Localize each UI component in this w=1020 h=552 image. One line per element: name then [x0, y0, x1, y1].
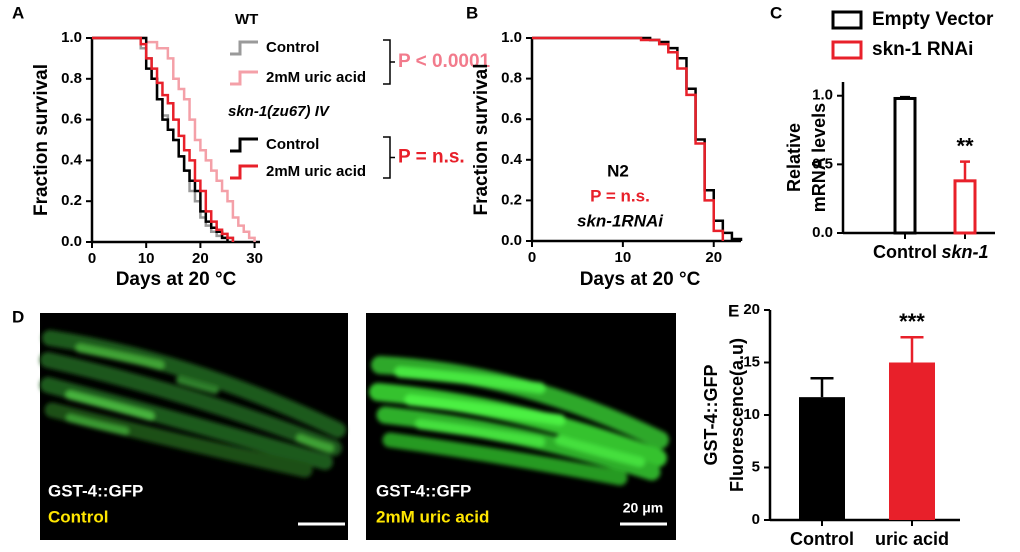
y-tick-label: 0.8 — [501, 70, 522, 87]
panel-label: C — [770, 3, 782, 22]
y-tick-label: 1.0 — [812, 87, 833, 104]
y-tick-label: 0.5 — [812, 155, 833, 172]
legend-swatch — [230, 40, 258, 56]
y-axis-label: Fraction survival — [31, 64, 52, 216]
image-condition: 2mM uric acid — [376, 507, 489, 526]
bar — [799, 397, 845, 520]
significance: ** — [956, 133, 974, 158]
x-tick-label: 0 — [88, 250, 96, 267]
legend-label: Control — [266, 39, 319, 56]
y-tick-label: 0.2 — [61, 192, 82, 209]
error-bar — [810, 377, 834, 398]
y-tick-label: 0.4 — [61, 151, 83, 168]
y-tick-label: 0.0 — [812, 224, 833, 241]
y-axis-label: Relative — [784, 123, 804, 192]
micrograph-uric-acid — [366, 313, 676, 540]
scale-bar-label: 20 μm — [623, 500, 663, 516]
legend-swatch — [230, 164, 258, 180]
series-label: N2 — [607, 161, 629, 180]
legend-swatch — [230, 137, 258, 153]
x-tick-label: 0 — [528, 249, 536, 266]
y-tick-label: 1.0 — [501, 29, 522, 46]
survival-curve — [532, 36, 725, 241]
y-tick-label: 0.0 — [501, 232, 522, 249]
y-tick-label: 0.4 — [501, 151, 523, 168]
panel-label: A — [12, 3, 24, 22]
y-axis-label: Fraction survival — [471, 63, 492, 215]
y-tick-label: 1.0 — [61, 29, 82, 46]
significance: *** — [899, 309, 925, 334]
panel-label: D — [12, 307, 24, 326]
x-tick-label: Control — [790, 529, 854, 549]
y-tick-label: 0 — [752, 511, 760, 528]
y-tick-label: 0.8 — [61, 70, 82, 87]
y-axis-label: GST-4::GFP — [701, 364, 721, 465]
x-axis-label: Days at 20 °C — [116, 269, 237, 290]
micrograph-control — [40, 313, 348, 540]
x-tick-label: uric acid — [875, 529, 949, 549]
panel-label: E — [728, 301, 739, 320]
y-axis-label: mRNA levels — [809, 103, 829, 212]
legend-swatch — [230, 70, 258, 86]
bar — [889, 362, 935, 520]
bar — [893, 96, 917, 235]
legend-label: 2mM uric acid — [266, 163, 366, 180]
survival-curve — [92, 36, 256, 242]
error-bar — [900, 336, 924, 363]
y-tick-label: 0.6 — [61, 111, 82, 128]
legend-label: Control — [266, 136, 319, 153]
y-tick-label: 0.0 — [61, 233, 82, 250]
survival-curve — [92, 36, 235, 242]
y-tick-label: 20 — [743, 301, 760, 318]
bar — [953, 179, 977, 235]
y-tick-label: 0.6 — [501, 110, 522, 127]
image-label: GST-4::GFP — [376, 481, 471, 500]
legend-label: skn-1 RNAi — [872, 39, 973, 60]
y-tick-label: 5 — [752, 458, 760, 475]
legend-label: 2mM uric acid — [266, 69, 366, 86]
legend-label: Empty Vector — [872, 9, 994, 30]
series-label: skn-1RNAi — [577, 211, 664, 230]
survival-curve — [92, 36, 229, 242]
p-value: P < 0.0001 — [398, 51, 491, 72]
legend-swatch — [831, 10, 863, 30]
panel-label: B — [466, 3, 478, 22]
x-tick-label: Control — [873, 242, 937, 262]
x-tick-label: 30 — [246, 250, 263, 267]
group-label: WT — [235, 11, 258, 28]
x-tick-label: skn-1 — [941, 242, 988, 262]
y-tick-label: 15 — [743, 353, 760, 370]
y-tick-label: 0.2 — [501, 191, 522, 208]
group-label: skn-1(zu67) IV — [228, 103, 331, 120]
bracket — [383, 136, 395, 179]
error-bar — [960, 160, 970, 181]
image-label: GST-4::GFP — [48, 481, 143, 500]
x-tick-label: 10 — [138, 250, 155, 267]
y-axis-label: Fluorescence(a.u) — [727, 338, 747, 492]
x-tick-label: 20 — [705, 249, 722, 266]
y-tick-label: 10 — [743, 406, 760, 423]
p-value: P = n.s. — [398, 147, 465, 168]
p-value: P = n.s. — [590, 186, 650, 205]
bracket — [383, 39, 395, 85]
x-tick-label: 20 — [192, 250, 209, 267]
image-condition: Control — [48, 507, 108, 526]
x-axis-label: Days at 20 °C — [580, 269, 701, 290]
legend-swatch — [831, 40, 863, 60]
x-tick-label: 10 — [615, 249, 632, 266]
